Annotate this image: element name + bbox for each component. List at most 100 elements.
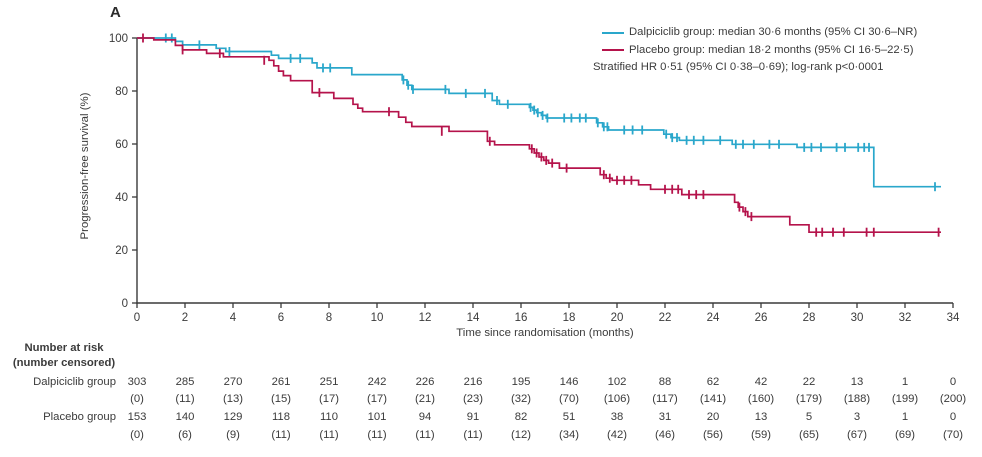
censored-value-dalpiciclib: (17) xyxy=(366,393,388,405)
risk-value-placebo: 91 xyxy=(466,411,480,423)
censored-value-placebo: (12) xyxy=(510,429,532,441)
censored-value-dalpiciclib: (70) xyxy=(558,393,580,405)
x-tick-label: 8 xyxy=(326,312,332,324)
censored-value-placebo: (11) xyxy=(415,429,435,441)
risk-table-header-line2: (number censored) xyxy=(12,357,116,369)
y-tick-label: 0 xyxy=(122,298,128,310)
risk-value-placebo: 51 xyxy=(562,411,576,423)
risk-row-label-placebo: Placebo group xyxy=(43,411,116,423)
risk-value-placebo: 5 xyxy=(805,411,813,423)
x-tick-label: 18 xyxy=(563,312,576,324)
risk-value-dalpiciclib: 42 xyxy=(754,376,768,388)
x-tick-label: 22 xyxy=(659,312,672,324)
risk-value-placebo: 38 xyxy=(610,411,624,423)
km-curve-placebo xyxy=(137,37,941,234)
x-tick-label: 34 xyxy=(947,312,960,324)
censored-value-dalpiciclib: (141) xyxy=(699,393,727,405)
censored-value-dalpiciclib: (13) xyxy=(222,393,244,405)
x-tick-label: 10 xyxy=(371,312,384,324)
censored-value-dalpiciclib: (179) xyxy=(795,393,823,405)
x-tick-label: 16 xyxy=(515,312,528,324)
x-tick-label: 32 xyxy=(899,312,912,324)
risk-value-placebo: 31 xyxy=(658,411,672,423)
censored-value-dalpiciclib: (15) xyxy=(270,393,292,405)
risk-value-dalpiciclib: 216 xyxy=(463,376,483,388)
risk-value-placebo: 0 xyxy=(949,411,957,423)
censored-value-dalpiciclib: (199) xyxy=(891,393,919,405)
risk-value-dalpiciclib: 22 xyxy=(802,376,816,388)
risk-value-dalpiciclib: 88 xyxy=(658,376,672,388)
risk-value-placebo: 140 xyxy=(175,411,195,423)
risk-value-placebo: 153 xyxy=(127,411,147,423)
risk-value-dalpiciclib: 261 xyxy=(271,376,291,388)
y-tick-label: 100 xyxy=(109,33,128,45)
censored-value-placebo: (65) xyxy=(798,429,820,441)
legend-item-dalpiciclib: Dalpiciclib group: median 30·6 months (9… xyxy=(602,24,917,42)
censored-value-dalpiciclib: (23) xyxy=(462,393,484,405)
risk-value-placebo: 13 xyxy=(754,411,768,423)
x-tick-label: 0 xyxy=(134,312,140,324)
censored-value-placebo: (11) xyxy=(463,429,483,441)
risk-value-dalpiciclib: 242 xyxy=(367,376,387,388)
censored-value-placebo: (59) xyxy=(750,429,772,441)
x-tick-label: 12 xyxy=(419,312,432,324)
censored-value-placebo: (11) xyxy=(319,429,339,441)
panel-label: A xyxy=(110,4,121,21)
risk-value-dalpiciclib: 303 xyxy=(127,376,147,388)
risk-value-dalpiciclib: 62 xyxy=(706,376,720,388)
x-tick-label: 24 xyxy=(707,312,720,324)
x-tick-label: 2 xyxy=(182,312,188,324)
risk-value-dalpiciclib: 102 xyxy=(607,376,627,388)
risk-value-dalpiciclib: 146 xyxy=(559,376,579,388)
risk-value-dalpiciclib: 1 xyxy=(901,376,909,388)
risk-value-placebo: 94 xyxy=(418,411,432,423)
y-tick-label: 80 xyxy=(115,86,128,98)
y-axis-label: Progression-free survival (%) xyxy=(79,92,91,240)
risk-value-placebo: 1 xyxy=(901,411,909,423)
y-tick-label: 60 xyxy=(115,139,128,151)
legend-stat-note: Stratified HR 0·51 (95% CI 0·38–0·69); l… xyxy=(593,61,884,73)
censored-value-placebo: (11) xyxy=(271,429,291,441)
legend: Dalpiciclib group: median 30·6 months (9… xyxy=(593,24,917,77)
censored-value-placebo: (9) xyxy=(226,429,240,441)
risk-value-placebo: 82 xyxy=(514,411,528,423)
risk-value-placebo: 129 xyxy=(223,411,243,423)
x-tick-label: 6 xyxy=(278,312,284,324)
censored-value-placebo: (34) xyxy=(558,429,580,441)
legend-item-placebo: Placebo group: median 18·2 months (95% C… xyxy=(602,42,917,60)
censored-value-dalpiciclib: (188) xyxy=(843,393,871,405)
censored-value-placebo: (46) xyxy=(654,429,676,441)
censored-value-placebo: (70) xyxy=(942,429,964,441)
risk-value-dalpiciclib: 0 xyxy=(949,376,957,388)
risk-value-dalpiciclib: 226 xyxy=(415,376,435,388)
x-tick-label: 30 xyxy=(851,312,864,324)
censored-value-dalpiciclib: (11) xyxy=(175,393,195,405)
risk-table-header-line1: Number at risk xyxy=(24,342,104,354)
censored-value-dalpiciclib: (21) xyxy=(414,393,436,405)
censored-value-placebo: (0) xyxy=(130,429,144,441)
y-tick-label: 20 xyxy=(115,245,128,257)
km-curve-dalpiciclib xyxy=(137,37,941,188)
risk-value-placebo: 20 xyxy=(706,411,720,423)
risk-value-dalpiciclib: 195 xyxy=(511,376,531,388)
x-tick-label: 26 xyxy=(755,312,768,324)
risk-value-dalpiciclib: 251 xyxy=(319,376,339,388)
risk-value-placebo: 3 xyxy=(853,411,861,423)
risk-value-placebo: 101 xyxy=(367,411,387,423)
censored-value-dalpiciclib: (117) xyxy=(652,393,678,405)
censored-value-dalpiciclib: (200) xyxy=(939,393,967,405)
risk-row-label-dalpiciclib: Dalpiciclib group xyxy=(33,376,116,388)
censored-value-dalpiciclib: (106) xyxy=(603,393,631,405)
censored-value-placebo: (6) xyxy=(178,429,192,441)
legend-label-dalpiciclib: Dalpiciclib group: median 30·6 months (9… xyxy=(629,26,918,38)
x-tick-label: 20 xyxy=(611,312,624,324)
risk-value-placebo: 110 xyxy=(319,411,338,423)
y-tick-label: 40 xyxy=(115,192,128,204)
x-tick-label: 14 xyxy=(467,312,480,324)
x-tick-label: 28 xyxy=(803,312,816,324)
censored-value-dalpiciclib: (32) xyxy=(510,393,532,405)
censored-value-dalpiciclib: (17) xyxy=(318,393,340,405)
dalpiciclib-line-swatch xyxy=(602,31,624,34)
